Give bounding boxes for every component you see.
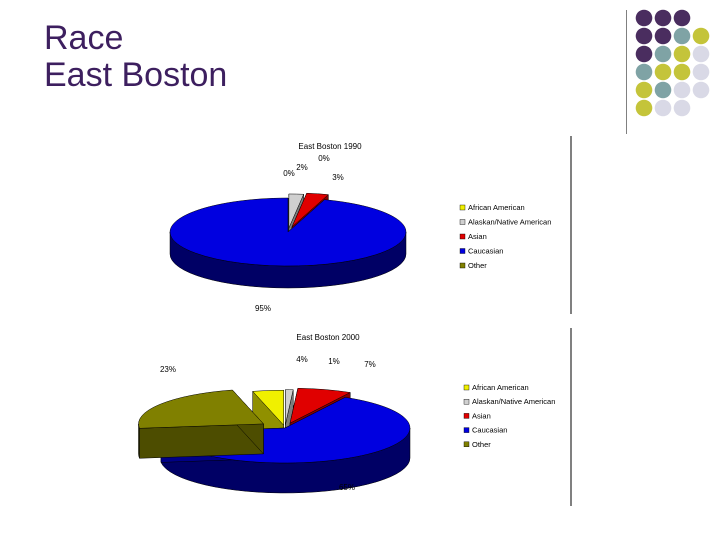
decor-dot <box>673 9 691 27</box>
decor-dot <box>635 99 653 117</box>
legend-label-asian: Asian <box>472 411 491 420</box>
slide-title: Race East Boston <box>44 20 227 94</box>
chart-title: East Boston 2000 <box>296 333 360 342</box>
decor-dot <box>654 45 672 63</box>
pie-slice-alaskan-native-american <box>288 193 305 229</box>
chart-title: East Boston 1990 <box>298 142 362 151</box>
data-label-other: 0% <box>283 169 295 178</box>
legend-swatch-asian <box>463 413 470 419</box>
legend-swatch-alaskan-native-american <box>463 398 470 405</box>
pie-chart-2000: East Boston 2000 4% 1% 7% 65% 23% African Amer… <box>130 328 580 508</box>
legend-label-asian: Asian <box>468 232 487 241</box>
data-label-caucasian: 65% <box>339 483 355 492</box>
pie-slice-alaskan-native-american <box>285 389 294 425</box>
decor-dot <box>692 63 710 81</box>
legend-swatch-asian <box>459 233 466 240</box>
decor-dot <box>692 81 710 99</box>
legend-label-caucasian: Caucasian <box>468 247 503 256</box>
decor-dot <box>673 99 691 117</box>
pie-slices <box>138 387 411 494</box>
data-label-african-american: 4% <box>296 355 308 364</box>
decor-dot <box>654 81 672 99</box>
legend-swatch-african-american <box>459 204 466 211</box>
legend-label-other: Other <box>472 440 491 449</box>
pie-slice-caucasian <box>169 197 407 267</box>
legend-label-african-american: African American <box>472 383 529 392</box>
legend-label-alaskan-native-american: Alaskan/Native American <box>472 397 555 406</box>
title-line-1: Race <box>44 19 124 57</box>
data-label-alaskan-native-american: 2% <box>296 163 308 172</box>
decor-dot <box>654 99 672 117</box>
pie-slice-other <box>138 389 265 429</box>
decor-dot <box>654 9 672 27</box>
pie-slice-asian <box>291 192 329 228</box>
legend-swatch-other <box>459 262 466 269</box>
decor-dot <box>635 63 653 81</box>
data-label-asian: 3% <box>332 173 344 182</box>
decor-dot <box>673 27 691 45</box>
title-line-2: East Boston <box>44 56 228 94</box>
pie-chart-1990: East Boston 1990 0% 2% 3% 95% 0% African Ameri… <box>160 136 580 316</box>
legend-swatch-alaskan-native-american <box>459 219 466 225</box>
pie-slice-african-american <box>252 389 284 426</box>
data-label-other: 23% <box>160 365 176 374</box>
decor-dot <box>635 27 653 45</box>
legend-swatch-caucasian <box>463 427 470 433</box>
legend-swatch-other <box>463 441 470 448</box>
decor-dot <box>673 63 691 81</box>
data-label-asian: 7% <box>364 360 376 369</box>
decor-dot <box>692 45 710 63</box>
legend-label-caucasian: Caucasian <box>472 426 507 435</box>
pie-slice-asian <box>289 387 352 424</box>
legend-label-alaskan-native-american: Alaskan/Native American <box>468 218 551 227</box>
data-label-alaskan-native-american: 1% <box>328 357 340 366</box>
decor-dot <box>673 81 691 99</box>
decor-dot <box>635 45 653 63</box>
decor-dot <box>654 63 672 81</box>
legend-swatch-african-american <box>463 384 470 391</box>
decor-dot <box>635 9 653 27</box>
decorative-vertical-line <box>626 10 627 134</box>
chart-2000-canvas: East Boston 2000 4% 1% 7% 65% 23% African Amer… <box>138 328 572 506</box>
pie-slices <box>169 192 407 289</box>
legend-label-other: Other <box>468 261 487 270</box>
decor-dot <box>654 27 672 45</box>
decor-dot <box>692 27 710 45</box>
decor-dot <box>673 45 691 63</box>
data-label-caucasian: 95% <box>255 304 271 313</box>
legend-swatch-caucasian <box>459 248 466 254</box>
decor-dot <box>635 81 653 99</box>
legend-label-african-american: African American <box>468 203 525 212</box>
data-label-african-american: 0% <box>318 154 330 163</box>
